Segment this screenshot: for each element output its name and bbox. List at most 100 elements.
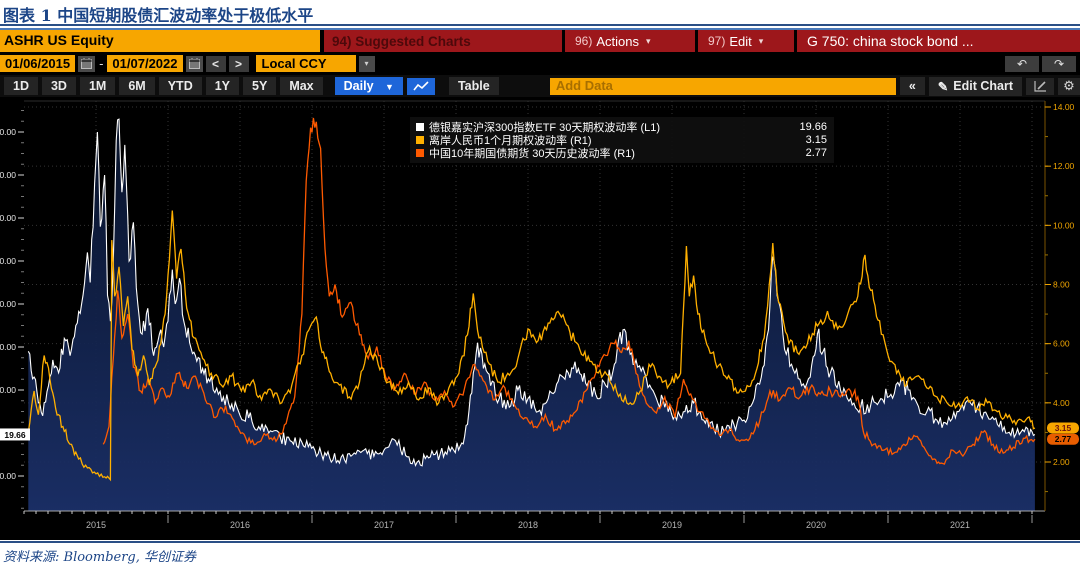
end-date-field[interactable]: 01/07/2022: [107, 55, 183, 72]
actions-menu-number: 96): [575, 34, 593, 48]
annotate-chart-button[interactable]: [1026, 77, 1054, 95]
range-button-5y[interactable]: 5Y: [243, 77, 277, 95]
undo-redo-group: ↶ ↷: [1005, 55, 1076, 72]
table-view-button[interactable]: Table: [448, 77, 499, 95]
chevron-down-icon: ▾: [758, 35, 764, 46]
legend-last-value: 19.66: [799, 120, 827, 133]
right-axis-tick-label: 12.00: [1053, 161, 1075, 171]
legend-label: 离岸人民币1个月期权波动率 (R1): [429, 134, 592, 147]
line-chart-type-button[interactable]: [406, 77, 435, 95]
chevron-down-icon: ▼: [385, 82, 394, 92]
legend-item-csi300-vol[interactable]: 德银嘉实沪深300指数ETF 30天期权波动率 (L1) 19.66: [416, 120, 827, 134]
left-axis-tick-label: 50.00: [0, 299, 16, 309]
chart-legend: 德银嘉实沪深300指数ETF 30天期权波动率 (L1) 19.66 离岸人民币…: [410, 117, 834, 163]
series-line-cnh-1m-option-vol: [27, 210, 1036, 482]
settings-gear-button[interactable]: ⚙: [1058, 77, 1080, 95]
annotate-icon: [1033, 81, 1046, 92]
x-axis-year-label: 2018: [518, 520, 538, 530]
actions-menu-label: Actions: [596, 33, 639, 49]
chart-canvas[interactable]: 2015 2016 2017 2018 2019 2020 2021 90.00 80.00 70…: [0, 95, 1080, 540]
currency-select[interactable]: Local CCY: [255, 55, 356, 72]
start-date-field[interactable]: 01/06/2015: [0, 55, 76, 72]
right-axis-tick-label: 4.00: [1053, 398, 1070, 408]
x-axis-year-label: 2020: [806, 520, 826, 530]
security-ticker-field[interactable]: ASHR US Equity: [0, 30, 320, 52]
edit-chart-button[interactable]: ✎ Edit Chart: [928, 76, 1022, 96]
calendar-icon[interactable]: [78, 55, 96, 72]
chevron-down-icon: ▾: [645, 35, 651, 46]
frequency-label: Daily: [343, 79, 374, 93]
suggested-charts-button[interactable]: 94) Suggested Charts: [324, 30, 562, 52]
prev-period-button[interactable]: <: [205, 55, 226, 72]
series-swatch-orange: [416, 148, 424, 157]
left-axis-last-value-badge: [0, 428, 30, 441]
add-data-input[interactable]: Add Data: [549, 77, 896, 95]
next-period-button[interactable]: >: [228, 55, 249, 72]
title-divider: [0, 24, 1080, 26]
frequency-select[interactable]: Daily ▼: [334, 77, 403, 95]
range-button-1d[interactable]: 1D: [4, 77, 38, 95]
right-axis-tick-label: 10.00: [1053, 220, 1075, 230]
actions-menu-button[interactable]: 96) Actions ▾: [565, 30, 695, 52]
x-axis-year-label: 2021: [950, 520, 970, 530]
security-bar: ASHR US Equity 94) Suggested Charts 96) …: [0, 30, 1080, 52]
collapse-panel-button[interactable]: «: [899, 77, 925, 95]
left-axis-tick-label: 40.00: [0, 342, 16, 352]
right-axis-tick-label: 14.00: [1053, 102, 1075, 112]
chart-template-title[interactable]: G 750: china stock bond ...: [797, 30, 1080, 52]
legend-item-bond-futures-vol[interactable]: 中国10年期国债期货 30天历史波动率 (R1) 2.77: [416, 146, 827, 160]
legend-label: 德银嘉实沪深300指数ETF 30天期权波动率 (L1): [429, 121, 661, 134]
right-axis-last-value-badge: [1047, 433, 1079, 445]
series-line-china-10y-bond-futures-30d-hist-vol: [102, 117, 1036, 465]
right-axis-last-value: 2.77: [1055, 434, 1072, 444]
right-axis-last-value-badge: [1047, 422, 1079, 434]
legend-label: 中国10年期国债期货 30天历史波动率 (R1): [429, 147, 635, 160]
right-axis-tick-label: 2.00: [1053, 457, 1070, 467]
left-axis-last-value: 19.66: [4, 430, 26, 440]
chart-toolbar: 1D 3D 1M 6M YTD 1Y 5Y Max Daily ▼ Table …: [0, 75, 1080, 97]
volatility-chart[interactable]: 2015 2016 2017 2018 2019 2020 2021 90.00 80.00 70…: [0, 95, 1080, 540]
right-axis-tick-label: 6.00: [1053, 339, 1070, 349]
range-button-6m[interactable]: 6M: [119, 77, 155, 95]
x-axis-year-label: 2016: [230, 520, 250, 530]
undo-button[interactable]: ↶: [1005, 55, 1039, 72]
date-range-bar: 01/06/2015 - 01/07/2022 < > Local CCY ▾ …: [0, 53, 1080, 74]
x-axis-year-label: 2015: [86, 520, 106, 530]
left-axis-tick-label: 70.00: [0, 213, 16, 223]
date-range-separator: -: [99, 56, 104, 71]
legend-item-cnh-vol[interactable]: 离岸人民币1个月期权波动率 (R1) 3.15: [416, 133, 827, 147]
edit-menu-number: 97): [708, 34, 726, 48]
right-axis-tick-label: 8.00: [1053, 280, 1070, 290]
bloomberg-terminal-window: ASHR US Equity 94) Suggested Charts 96) …: [0, 28, 1080, 540]
source-divider: [0, 541, 1080, 543]
range-button-1y[interactable]: 1Y: [205, 77, 240, 95]
left-axis-tick-label: 60.00: [0, 256, 16, 266]
redo-button[interactable]: ↷: [1042, 55, 1076, 72]
page-title: 图表 1 中国短期股债汇波动率处于极低水平: [3, 6, 314, 25]
legend-last-value: 3.15: [805, 133, 827, 146]
left-axis-tick-label: 80.00: [0, 170, 16, 180]
series-swatch-white: [416, 122, 424, 131]
window-top-border: [0, 28, 1080, 30]
range-button-max[interactable]: Max: [280, 77, 323, 95]
edit-menu-button[interactable]: 97) Edit ▾: [698, 30, 794, 52]
x-axis-year-label: 2019: [662, 520, 682, 530]
left-axis-tick-label: 10.00: [0, 471, 16, 481]
right-axis-last-value: 3.15: [1055, 423, 1072, 433]
x-axis-year-label: 2017: [374, 520, 394, 530]
calendar-icon[interactable]: [185, 55, 203, 72]
range-button-3d[interactable]: 3D: [41, 77, 76, 95]
range-button-ytd[interactable]: YTD: [158, 77, 202, 95]
range-button-1m[interactable]: 1M: [79, 77, 116, 95]
legend-last-value: 2.77: [805, 146, 827, 159]
pencil-icon: ✎: [937, 79, 949, 94]
line-chart-icon: [413, 80, 429, 90]
edit-menu-label: Edit: [729, 33, 752, 49]
left-axis-tick-label: 90.00: [0, 127, 16, 137]
source-note: 资料来源: Bloomberg, 华创证券: [3, 550, 197, 565]
area-fill-csi300: [28, 119, 1035, 511]
currency-dropdown-icon[interactable]: ▾: [358, 55, 375, 72]
left-axis-tick-label: 30.00: [0, 385, 16, 395]
series-swatch-amber: [416, 135, 424, 144]
